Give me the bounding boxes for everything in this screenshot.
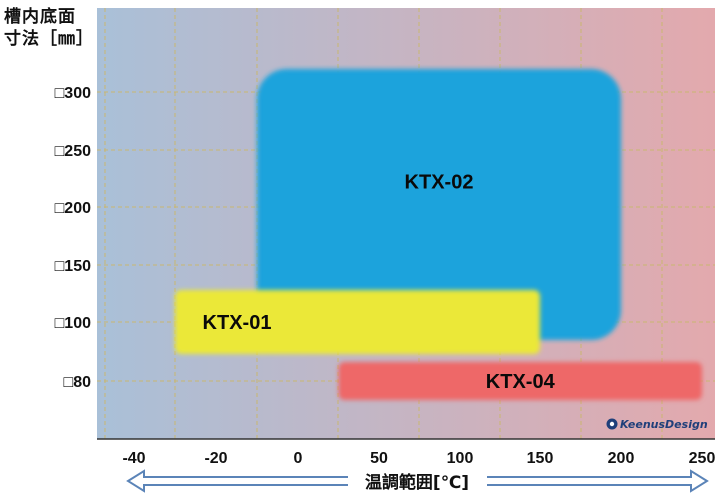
- range-bands: [175, 69, 702, 400]
- x-tick-label: 150: [527, 450, 554, 467]
- x-tick-label: 100: [447, 450, 474, 467]
- keenus-logo-icon-inner: [609, 421, 615, 427]
- y-tick-label: □100: [55, 315, 91, 332]
- watermark-text: KeenusDesign: [620, 418, 708, 431]
- x-axis-title-box: [348, 467, 487, 495]
- x-tick-label: -40: [122, 450, 145, 467]
- range-band-label: KTX-02: [405, 172, 474, 194]
- y-tick-label: □80: [64, 374, 92, 391]
- y-axis-title-line2: 寸法［㎜］: [4, 29, 94, 49]
- x-axis-arrow-left: [126, 469, 351, 493]
- y-tick-labels: □300 □250 □200 □150 □100 □80: [55, 85, 91, 391]
- range-band-label: KTX-04: [486, 371, 556, 393]
- x-tick-label: -20: [204, 450, 227, 467]
- watermark: KeenusDesign: [606, 418, 708, 431]
- y-tick-label: □300: [55, 85, 91, 102]
- range-band-label: KTX-01: [203, 312, 272, 334]
- x-axis-arrow-right: [484, 469, 709, 493]
- x-tick-label: 0: [294, 450, 303, 467]
- y-tick-label: □150: [55, 258, 91, 275]
- range-band-ktx-04: [338, 362, 702, 400]
- range-band-ktx-02: [257, 69, 621, 340]
- y-axis-title-line1: 槽内底面: [4, 7, 76, 27]
- range-band-ktx-01: [175, 290, 540, 354]
- x-axis-title: 温調範囲[℃]: [365, 472, 469, 493]
- x-tick-label: 200: [608, 450, 635, 467]
- x-tick-label: 250: [689, 450, 716, 467]
- range-band-labels: KTX-02 KTX-01 KTX-04: [203, 172, 556, 394]
- y-tick-label: □200: [55, 200, 91, 217]
- y-tick-label: □250: [55, 143, 91, 160]
- y-axis-title: 槽内底面 寸法［㎜］: [4, 6, 94, 50]
- x-axis-title-arrow: 温調範囲[℃]: [126, 467, 709, 495]
- x-tick-labels: -40 -20 0 50 100 150 200 250: [122, 450, 715, 467]
- x-tick-label: 50: [370, 450, 388, 467]
